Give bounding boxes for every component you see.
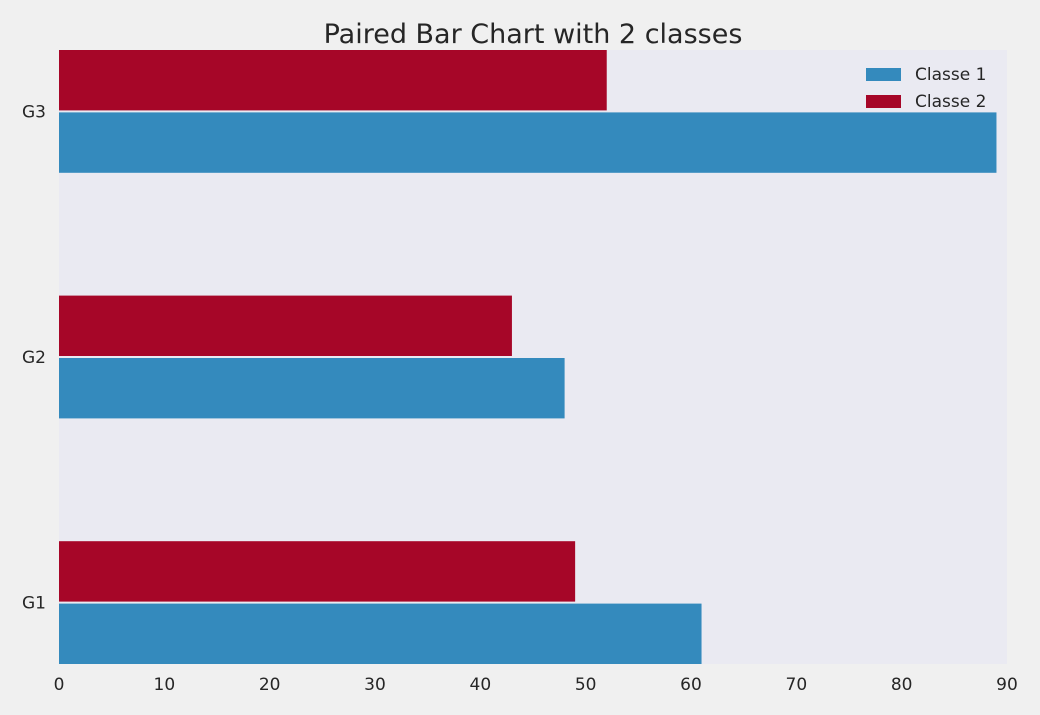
y-tick-label: G1 (22, 594, 46, 614)
y-tick-label: G3 (22, 102, 46, 122)
bar-classe-1-g3 (59, 112, 997, 173)
y-tick-label: G2 (22, 348, 46, 368)
x-tick-label: 90 (996, 675, 1018, 695)
legend-swatch-classe-2 (866, 95, 901, 108)
legend-label-classe-1: Classe 1 (915, 65, 986, 85)
x-tick-label: 50 (575, 675, 597, 695)
bars-layer (59, 50, 997, 664)
x-tick-label: 40 (470, 675, 492, 695)
bar-classe-1-g2 (59, 358, 565, 419)
legend: Classe 1 Classe 2 (866, 65, 986, 112)
x-tick-label: 0 (54, 675, 65, 695)
x-tick-label: 30 (364, 675, 386, 695)
legend-swatch-classe-1 (866, 68, 901, 81)
x-tick-label: 10 (154, 675, 176, 695)
bar-classe-2-g1 (59, 541, 576, 602)
x-tick-label: 60 (680, 675, 702, 695)
chart-title: Paired Bar Chart with 2 classes (324, 19, 743, 50)
bar-classe-2-g3 (59, 50, 607, 111)
bar-classe-1-g1 (59, 603, 702, 664)
bar-classe-2-g2 (59, 295, 512, 356)
x-tick-label: 80 (891, 675, 913, 695)
legend-label-classe-2: Classe 2 (915, 92, 986, 112)
y-axis: G1 G2 G3 (22, 102, 46, 613)
x-axis: 0 10 20 30 40 50 60 70 80 90 (54, 675, 1018, 695)
x-tick-label: 20 (259, 675, 281, 695)
x-tick-label: 70 (786, 675, 808, 695)
